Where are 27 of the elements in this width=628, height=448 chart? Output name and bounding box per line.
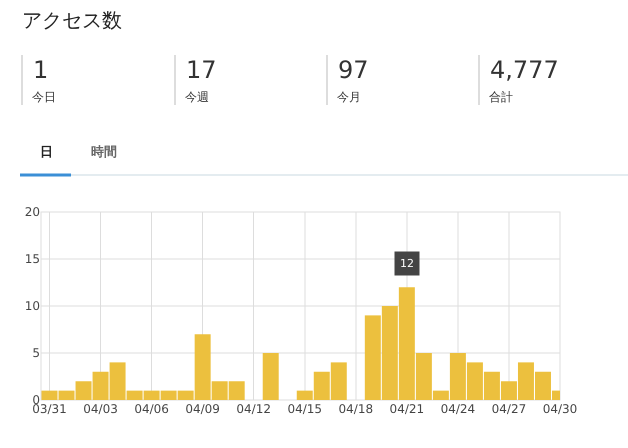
text: 1 [33,56,48,84]
x-tick-label: 04/27 [492,402,526,416]
text: 今月 [337,90,361,104]
x-tick-label: 04/24 [440,402,476,416]
y-tick-label: 15 [24,252,40,266]
y-tick-label: 5 [32,346,40,360]
text: 日 [40,145,53,160]
x-tick-label: 04/12 [236,402,271,416]
x-tick-label: 04/30 [542,402,578,416]
y-tick-label: 10 [24,299,40,314]
x-tick-label: 04/09 [185,402,220,416]
y-tick-label: 20 [24,205,40,220]
text: 時間 [91,145,117,160]
text: 今週 [185,90,209,104]
x-tick-label: 04/21 [390,402,424,416]
text: 97 [338,56,369,84]
bar [262,353,279,400]
text: 17 [186,56,217,84]
x-tick-label: 04/03 [83,402,118,416]
text: 今日 [32,90,56,104]
x-tick-label: 04/06 [134,402,169,416]
annotation: 12 [400,257,414,270]
text: 合計 [489,90,513,104]
x-tick-label: 04/15 [287,402,322,416]
text: 4,777 [490,56,559,84]
chart-title: アクセス数 [22,8,122,32]
x-tick-label: 04/18 [338,402,374,416]
